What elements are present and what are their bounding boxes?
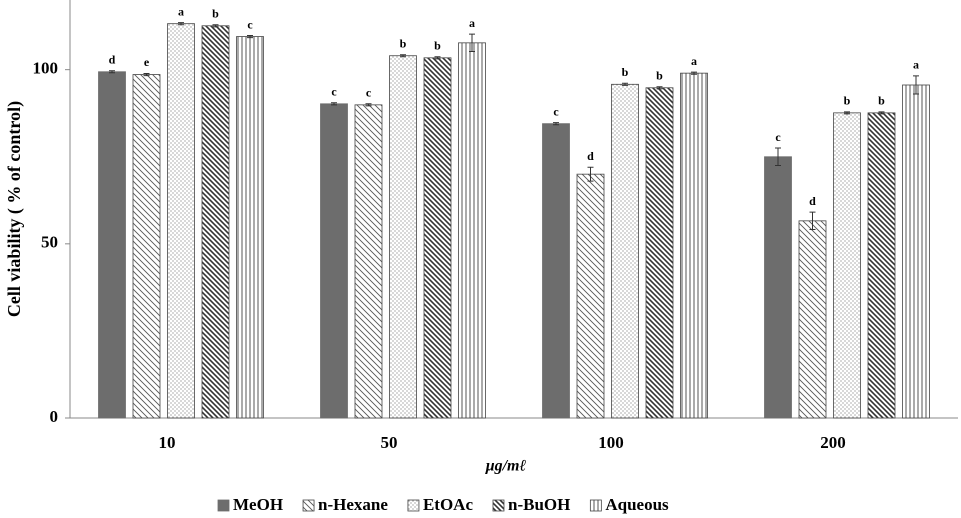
bar (201, 25, 230, 419)
y-tick-label: 0 (50, 407, 59, 426)
error-bar (844, 111, 850, 115)
y-tick-label: 100 (33, 59, 59, 78)
error-bar (247, 35, 253, 39)
significance-label: c (775, 130, 781, 144)
bar (389, 55, 417, 419)
x-axis-title: μg/mℓ (485, 458, 527, 475)
significance-label: b (434, 39, 441, 53)
error-bar (143, 72, 150, 77)
error-bar (775, 147, 781, 166)
bar (320, 103, 348, 419)
x-tick-label: 10 (159, 433, 176, 452)
significance-label: b (878, 94, 885, 108)
error-bar (587, 166, 594, 182)
significance-label: c (553, 104, 559, 118)
error-bar (691, 71, 697, 75)
error-bar (913, 75, 919, 95)
bar (167, 23, 195, 419)
bar (764, 156, 792, 419)
legend-label: Aqueous (605, 495, 669, 514)
bar (354, 104, 383, 419)
bar (132, 74, 161, 419)
error-bar (553, 122, 559, 126)
significance-label: d (109, 52, 116, 66)
error-bar (365, 103, 372, 107)
significance-label: b (212, 6, 219, 20)
bar (645, 87, 674, 419)
error-bar (469, 33, 475, 53)
significance-label: a (469, 16, 475, 30)
bar (680, 72, 708, 419)
y-tick-label: 50 (41, 233, 58, 252)
error-bar (109, 70, 115, 74)
legend-swatch (492, 499, 505, 512)
significance-label: d (809, 194, 816, 208)
significance-label: b (656, 68, 663, 82)
significance-label: c (331, 85, 337, 99)
significance-label: a (691, 54, 697, 68)
significance-label: a (178, 4, 184, 18)
bar (902, 84, 930, 419)
legend-label: n-BuOH (508, 495, 570, 514)
legend-swatch (589, 499, 602, 512)
legend-swatch (302, 499, 315, 512)
error-bar (809, 211, 816, 231)
x-tick-label: 100 (598, 433, 624, 452)
bar (98, 71, 126, 419)
error-bar (622, 82, 628, 86)
significance-label: a (913, 58, 919, 72)
bar (542, 123, 570, 419)
error-bar (656, 86, 663, 90)
bar (576, 173, 605, 419)
bar (867, 112, 896, 419)
bar (611, 83, 639, 419)
bar (236, 36, 264, 419)
significance-label: c (247, 17, 253, 31)
x-tick-label: 50 (381, 433, 398, 452)
error-bar (878, 111, 885, 115)
bar (798, 220, 827, 419)
error-bar (212, 24, 219, 28)
bar (458, 42, 486, 419)
significance-label: b (622, 65, 629, 79)
significance-label: b (844, 94, 851, 108)
legend-label: MeOH (233, 495, 283, 514)
error-bar (331, 102, 337, 106)
error-bar (400, 54, 406, 58)
error-bar (434, 56, 441, 60)
significance-label: e (144, 55, 150, 69)
bar (423, 57, 452, 419)
significance-label: c (366, 86, 372, 100)
y-axis-title: Cell viability ( % of control) (4, 101, 25, 317)
significance-label: d (587, 149, 594, 163)
x-tick-label: 200 (820, 433, 846, 452)
legend-swatch (407, 499, 420, 512)
legend-label: n-Hexane (318, 495, 388, 514)
bar (833, 112, 861, 419)
significance-label: b (400, 36, 407, 50)
error-bar (178, 22, 184, 26)
legend-label: EtOAc (423, 495, 474, 514)
legend-swatch (217, 499, 230, 512)
